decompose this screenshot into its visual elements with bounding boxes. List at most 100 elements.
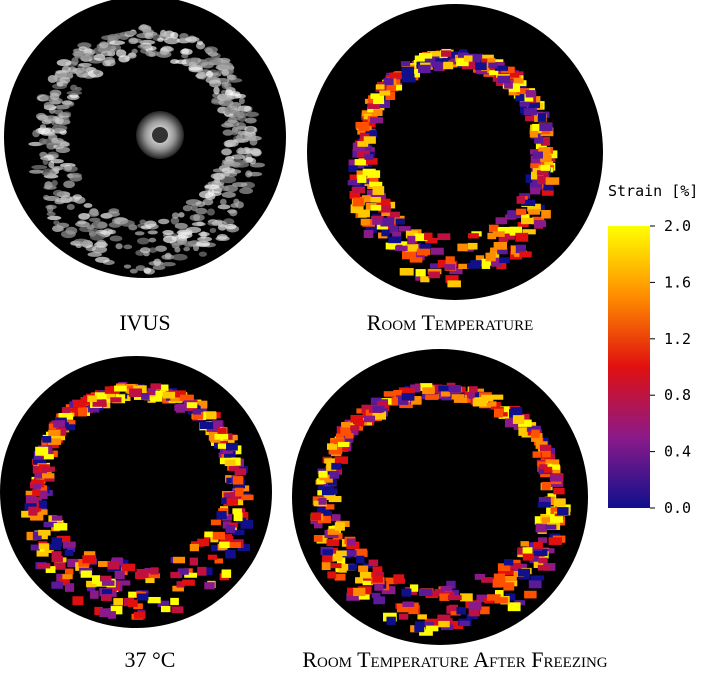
strain-patch	[357, 141, 368, 147]
strain-patch	[414, 625, 424, 632]
strain-patch	[234, 513, 243, 521]
ivus-speckle	[193, 214, 200, 220]
strain-patch	[190, 558, 198, 566]
strain-patch	[402, 74, 415, 82]
figure: IVUS Room Temperature 37 °C Room Tempera…	[0, 0, 703, 676]
strain-patch	[356, 556, 364, 564]
ivus-speckle	[47, 216, 61, 220]
strain-patch	[446, 256, 455, 264]
ivus-speckle	[230, 91, 240, 96]
strain-patch	[42, 473, 54, 478]
strain-patch	[52, 556, 63, 562]
strain-patch	[542, 451, 551, 457]
strain-patch	[533, 152, 543, 159]
ivus-speckle	[52, 125, 67, 132]
strain-patch	[348, 165, 357, 172]
strain-patch	[402, 67, 415, 75]
strain-patch	[379, 91, 390, 96]
strain-patch	[544, 467, 552, 473]
strain-patch	[48, 430, 60, 436]
ivus-speckle	[212, 221, 223, 226]
ivus-speckle	[53, 190, 64, 197]
ivus-speckle	[78, 213, 90, 220]
strain-patch	[475, 62, 487, 70]
ivus-speckle	[74, 239, 89, 244]
strain-patch	[372, 576, 383, 583]
strain-patch	[335, 522, 345, 530]
strain-patch	[150, 383, 161, 389]
ivus-speckle	[209, 79, 221, 87]
strain-patch	[393, 574, 404, 583]
strain-patch	[402, 602, 414, 607]
strain-patch	[110, 397, 121, 402]
strain-patch	[513, 415, 524, 424]
strain-patch	[367, 103, 380, 109]
strain-patch	[457, 244, 467, 252]
ivus-speckle	[196, 241, 210, 246]
tick-label: 2.0	[664, 217, 691, 235]
strain-patch	[386, 85, 396, 91]
ivus-speckle	[67, 91, 82, 95]
ivus-speckle	[229, 209, 237, 216]
strain-patch	[187, 402, 197, 408]
strain-patch	[538, 565, 550, 571]
strain-patch	[402, 393, 415, 401]
strain-patch	[473, 398, 487, 406]
strain-patch	[197, 567, 206, 576]
ivus-speckle	[224, 120, 239, 127]
panel-label: IVUS	[119, 310, 170, 335]
ivus-speckle	[208, 191, 222, 196]
strain-patch	[347, 539, 356, 546]
strain-patch	[416, 269, 426, 276]
ivus-speckle	[63, 166, 78, 173]
ivus-speckle	[233, 199, 239, 205]
strain-patch	[170, 572, 180, 578]
strain-patch	[65, 550, 74, 556]
ivus-speckle	[148, 230, 158, 234]
strain-patch	[101, 595, 112, 601]
ivus-speckle	[66, 227, 78, 235]
strain-patch	[206, 413, 216, 420]
ivus-speckle	[97, 222, 108, 229]
strain-patch	[364, 416, 375, 423]
strain-patch	[431, 248, 444, 255]
strain-patch	[150, 567, 158, 574]
tick-label: 0.4	[664, 443, 691, 461]
strain-patch	[208, 555, 217, 560]
strain-patch	[235, 468, 247, 475]
ivus-speckle	[93, 54, 105, 61]
strain-patch	[137, 569, 149, 578]
strain-patch	[190, 544, 199, 551]
ivus-speckle	[44, 102, 54, 109]
ivus-speckle	[124, 264, 131, 268]
strain-patch	[410, 257, 423, 262]
ivus-speckle	[198, 232, 210, 236]
ivus-speckle	[249, 158, 256, 164]
ivus-speckle	[103, 228, 113, 234]
strain-patch	[214, 434, 228, 440]
strain-patch	[434, 62, 443, 71]
strain-patch	[330, 471, 340, 479]
ivus-speckle	[207, 208, 215, 215]
ivus-speckle	[218, 62, 233, 70]
strain-patch	[39, 500, 47, 508]
strain-patch	[348, 564, 357, 570]
strain-patch	[350, 425, 359, 431]
strain-patch	[538, 502, 551, 508]
strain-patch	[550, 475, 562, 482]
ivus-speckle	[140, 220, 147, 224]
ivus-speckle	[120, 220, 135, 227]
strain-patch	[438, 386, 448, 392]
ivus-speckle	[199, 251, 207, 256]
ivus-speckle	[62, 112, 71, 117]
strain-patch	[361, 219, 370, 226]
strain-patch	[374, 584, 383, 591]
strain-patch	[529, 580, 542, 588]
strain-patch	[218, 428, 227, 434]
strain-patch	[545, 525, 556, 530]
strain-patch	[371, 205, 382, 211]
ivus-speckle	[250, 138, 258, 146]
ivus-catheter-core	[152, 127, 168, 143]
strain-patch	[557, 507, 568, 515]
ivus-speckle	[172, 254, 187, 261]
